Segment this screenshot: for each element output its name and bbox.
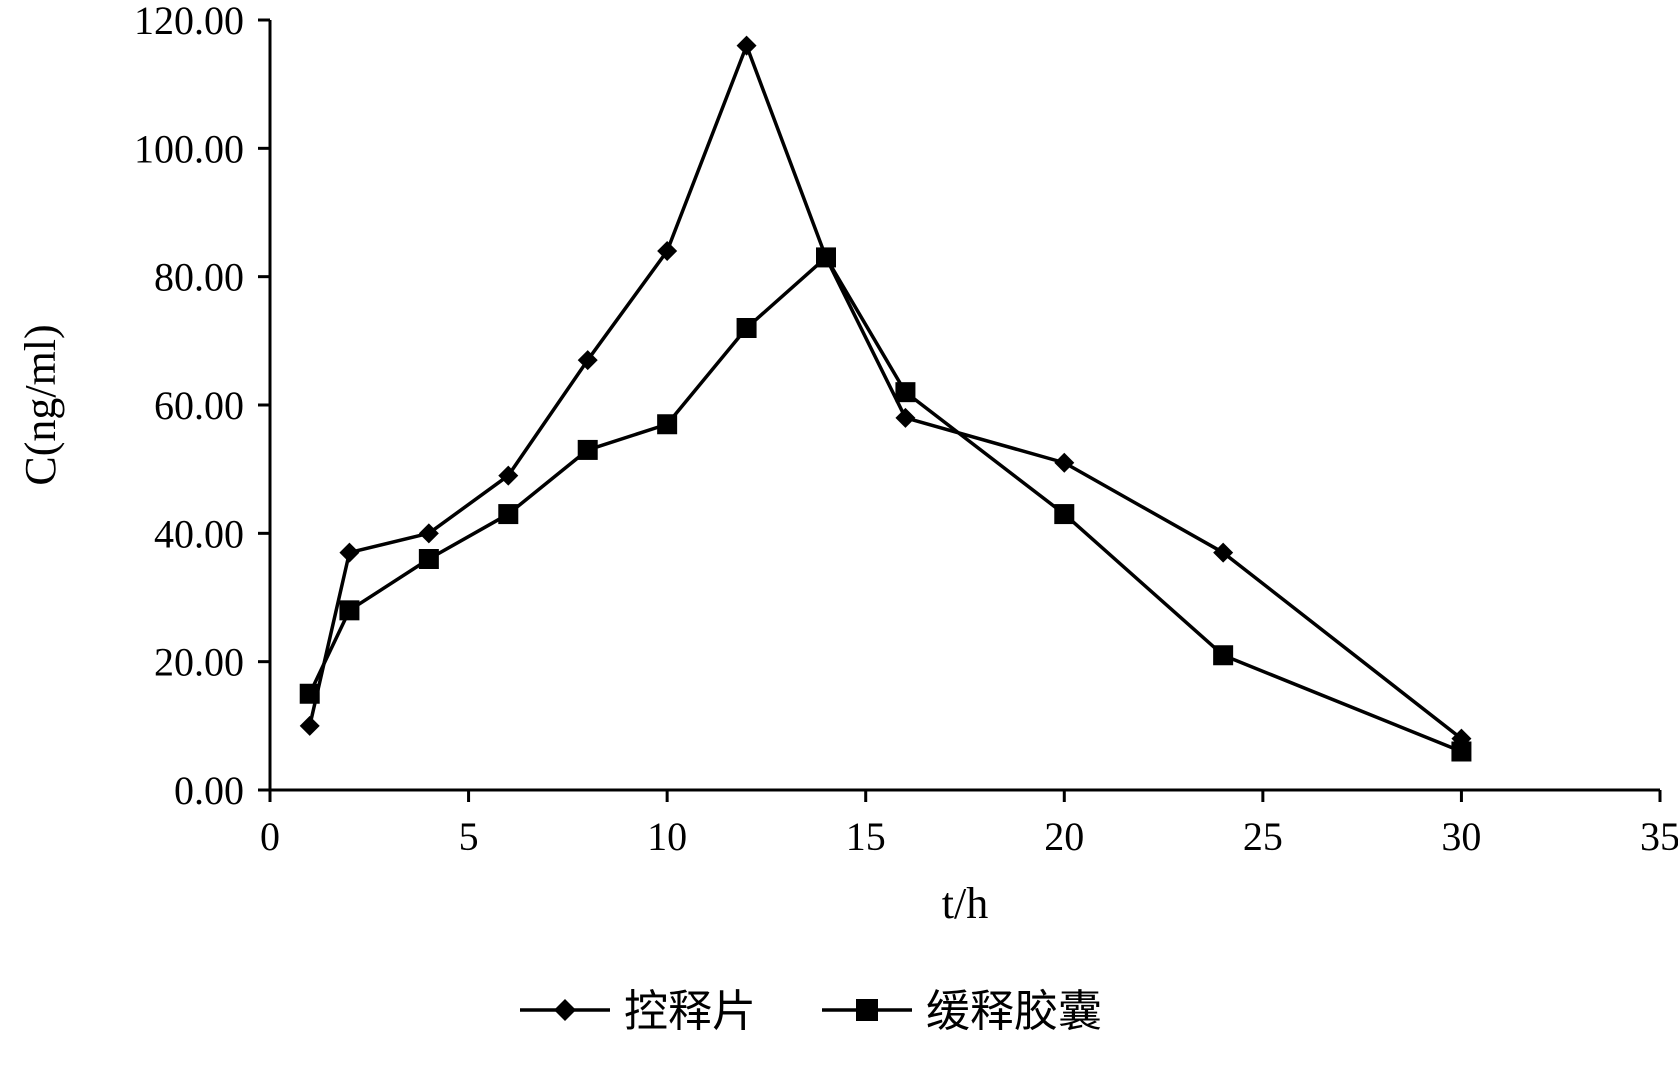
legend-label: 缓释胶囊: [926, 987, 1102, 1036]
diamond-marker-icon: [895, 408, 915, 428]
y-tick-label: 40.00: [154, 511, 244, 556]
x-axis-title: t/h: [942, 879, 988, 928]
square-marker-icon: [657, 414, 677, 434]
y-tick-label: 0.00: [174, 768, 244, 813]
y-tick-label: 80.00: [154, 255, 244, 300]
y-tick-label: 60.00: [154, 383, 244, 428]
legend-label: 控释片: [624, 987, 756, 1036]
y-tick-label: 120.00: [134, 0, 244, 43]
series-1: [300, 247, 1472, 761]
series-line: [310, 257, 1462, 751]
diamond-marker-icon: [1054, 453, 1074, 473]
legend: 控释片 缓释胶囊: [520, 987, 1102, 1036]
square-marker-icon: [1451, 742, 1471, 762]
diamond-marker-icon: [737, 36, 757, 56]
diamond-marker-icon: [300, 716, 320, 736]
chart-container: 0 5 10 15 20 25 30 35 0.00 20.00 40.00 60.00 80.00 10…: [0, 0, 1678, 1077]
x-tick-label: 20: [1044, 814, 1084, 859]
square-marker-icon: [419, 549, 439, 569]
x-tick-label: 35: [1640, 814, 1678, 859]
line-chart: 0 5 10 15 20 25 30 35 0.00 20.00 40.00 60.00 80.00 10…: [0, 0, 1678, 1077]
x-tick-label: 25: [1243, 814, 1283, 859]
y-tick-label: 100.00: [134, 126, 244, 171]
x-tick-label: 0: [260, 814, 280, 859]
x-tick-label: 5: [459, 814, 479, 859]
x-tick-label: 30: [1441, 814, 1481, 859]
square-marker-icon: [895, 382, 915, 402]
square-marker-icon: [339, 600, 359, 620]
square-marker-icon: [816, 247, 836, 267]
square-marker-icon: [1213, 645, 1233, 665]
x-tick-label: 15: [846, 814, 886, 859]
diamond-marker-icon: [554, 999, 576, 1021]
square-marker-icon: [1054, 504, 1074, 524]
square-marker-icon: [300, 684, 320, 704]
square-marker-icon: [578, 440, 598, 460]
diamond-marker-icon: [339, 543, 359, 563]
square-marker-icon: [856, 999, 878, 1021]
x-tick-label: 10: [647, 814, 687, 859]
square-marker-icon: [498, 504, 518, 524]
series-0: [300, 36, 1472, 749]
series-line: [310, 46, 1462, 739]
y-axis-title: C(ng/ml): [16, 324, 65, 485]
y-tick-label: 20.00: [154, 640, 244, 685]
square-marker-icon: [737, 318, 757, 338]
